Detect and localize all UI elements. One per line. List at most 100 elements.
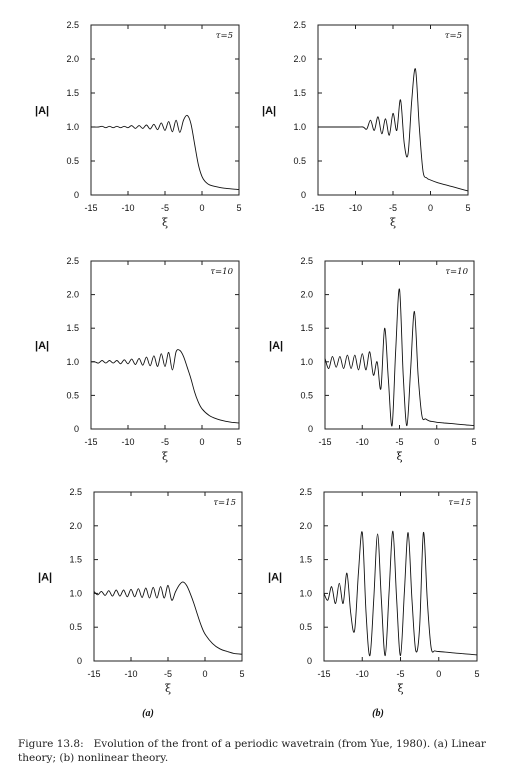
panel-a-0-ytick-label: 1.0 [66, 122, 79, 132]
panel-a-2-xtick-label: -15 [87, 669, 100, 679]
panel-b-1-annotation: τ=10 [445, 267, 468, 277]
panel-a-2-xtick-label: 0 [202, 669, 207, 679]
panel-b-2-frame [323, 491, 478, 662]
panel-b-1-ytick-label: 0 [308, 424, 313, 434]
panel-b-2-ytick-label: 1.5 [299, 555, 312, 565]
panel-a-1-ytick-label: 0 [74, 424, 79, 434]
panel-b-0-ytick-label: 0 [301, 190, 306, 200]
panel-b-0-ylabel: |A| [262, 105, 276, 117]
panel-b-0-ytick-label: 1.5 [293, 88, 306, 98]
panel-b-1-series-line [324, 288, 475, 427]
panel-b-2-ytick-label: 1.0 [299, 588, 312, 598]
panel-b-2-xlabel: ξ [397, 682, 403, 695]
panel-a-0-series-line [91, 114, 240, 191]
panel-b-1-xlabel: ξ [396, 450, 402, 463]
panel-b-1-ytick-label: 1.0 [300, 357, 313, 367]
column-label-b: (b) [372, 708, 384, 719]
panel-b-0-ytick-label: 0.5 [293, 156, 306, 166]
panel-a-0-xtick-label: 5 [236, 203, 241, 213]
panel-b-1-xtick-label: -5 [395, 437, 403, 447]
figure-caption: Figure 13.8: Evolution of the front of a… [18, 737, 513, 765]
panel-a-0-ytick-label: 0.5 [66, 156, 79, 166]
panel-a-0-xtick-label: -15 [84, 203, 97, 213]
panel-a-2-ytick-label: 0 [77, 656, 82, 666]
panel-a-1-xlabel: ξ [162, 450, 168, 463]
panel-a-2-xtick-label: -10 [124, 669, 137, 679]
panel-a-0-frame [90, 24, 240, 196]
panel-a-0-xlabel: ξ [162, 216, 168, 229]
caption-text: Evolution of the front of a periodic wav… [18, 738, 486, 764]
panel-b-2-series-line [323, 530, 478, 657]
panel-a-2-ylabel: |A| [38, 572, 52, 584]
panel-a-0-ytick-label: 1.5 [66, 88, 79, 98]
panel-b-2-xtick-label: -5 [396, 669, 404, 679]
panel-b-1-xtick-label: -10 [356, 437, 369, 447]
panel-a-2-annotation: τ=15 [213, 498, 236, 508]
panel-a-0-ytick-label: 2.0 [66, 54, 79, 64]
panel-a-1-ytick-label: 1.5 [66, 323, 79, 333]
panel-a-1-ytick-label: 0.5 [66, 390, 79, 400]
panel-a-0-xtick-label: 0 [199, 203, 204, 213]
panel-b-0-xtick-label: 0 [428, 203, 433, 213]
panel-b-0-ytick-label: 2.5 [293, 20, 306, 30]
panel-a-1-xtick-label: -5 [161, 437, 169, 447]
panel-b-0-xtick-label: -5 [389, 203, 397, 213]
panel-a-1-ylabel: |A| [35, 340, 49, 352]
panel-b-2-ytick-label: 2.0 [299, 521, 312, 531]
panel-b-1-ytick-label: 2.0 [300, 290, 313, 300]
panel-b-2-ytick-label: 0.5 [299, 622, 312, 632]
panel-a-1-xtick-label: -10 [121, 437, 134, 447]
panel-b-1-ytick-label: 1.5 [300, 323, 313, 333]
panel-a-1-xtick-label: 0 [199, 437, 204, 447]
figure: -15 -10 -5 0 5 0 0.5 1.0 1.5 2.0 2.5 ξ |A| τ=5 -15 -10 -… [35, 20, 480, 719]
panel-b-0-series-line [318, 68, 469, 192]
panel-a-2-xtick-label: 5 [239, 669, 244, 679]
panel-b-2-xtick-label: 0 [436, 669, 441, 679]
panel-a-1-ytick-label: 2.0 [66, 290, 79, 300]
panel-a-2-frame [93, 491, 243, 662]
panel-a-2-ytick-label: 1.0 [69, 588, 82, 598]
panel-b-1-ytick-label: 2.5 [300, 256, 313, 266]
panel-a-0-xtick-label: -5 [161, 203, 169, 213]
panel-a-0-ytick-label: 0 [74, 190, 79, 200]
panel-b-0-ytick-label: 2.0 [293, 54, 306, 64]
panel-a-1-frame [90, 260, 240, 430]
panel-b-1-ytick-label: 0.5 [300, 390, 313, 400]
panel-b-2-xtick-label: -15 [317, 669, 330, 679]
panel-b-2-xtick-label: 5 [474, 669, 479, 679]
panel-a-1-xtick-label: -15 [84, 437, 97, 447]
panel-a-1-annotation: τ=10 [210, 267, 233, 277]
panel-b-1-frame [324, 260, 475, 430]
panel-a-2-ytick-label: 2.5 [69, 487, 82, 497]
panel-b-0-annotation: τ=5 [445, 31, 462, 41]
caption-label: Figure 13.8: [18, 738, 84, 750]
panel-a-2-ytick-label: 2.0 [69, 521, 82, 531]
panel-b-1-xtick-label: 5 [471, 437, 476, 447]
panel-a-2-series-line [93, 581, 243, 655]
panel-b-0-xtick-label: -15 [311, 203, 324, 213]
panel-a-1-xtick-label: 5 [236, 437, 241, 447]
panel-b-2-ylabel: |A| [268, 572, 282, 584]
panel-a-2-ytick-label: 1.5 [69, 555, 82, 565]
panel-b-2-ytick-label: 0 [307, 656, 312, 666]
panel-a-0-annotation: τ=5 [216, 31, 233, 41]
panel-a-0-ylabel: |A| [35, 105, 49, 117]
column-label-a: (a) [142, 708, 154, 719]
panel-a-2-ytick-label: 0.5 [69, 622, 82, 632]
panel-b-0-xlabel: ξ [390, 216, 396, 229]
panel-b-0-xtick-label: 5 [465, 203, 470, 213]
panel-b-1-ylabel: |A| [269, 340, 283, 352]
panel-a-2-xtick-label: -5 [164, 669, 172, 679]
panel-a-1-ytick-label: 2.5 [66, 256, 79, 266]
panel-b-2-ytick-label: 2.5 [299, 487, 312, 497]
panel-b-2-annotation: τ=15 [448, 498, 471, 508]
panel-a-1-ytick-label: 1.0 [66, 357, 79, 367]
panel-a-0-ytick-label: 2.5 [66, 20, 79, 30]
panel-b-0-frame [317, 24, 469, 196]
panel-a-2-xlabel: ξ [165, 682, 171, 695]
panel-a-0-xtick-label: -10 [121, 203, 134, 213]
panel-a-1-series-line [90, 349, 240, 424]
panel-b-2-xtick-label: -10 [356, 669, 369, 679]
panel-b-1-xtick-label: 0 [434, 437, 439, 447]
panel-b-0-ytick-label: 1.0 [293, 122, 306, 132]
